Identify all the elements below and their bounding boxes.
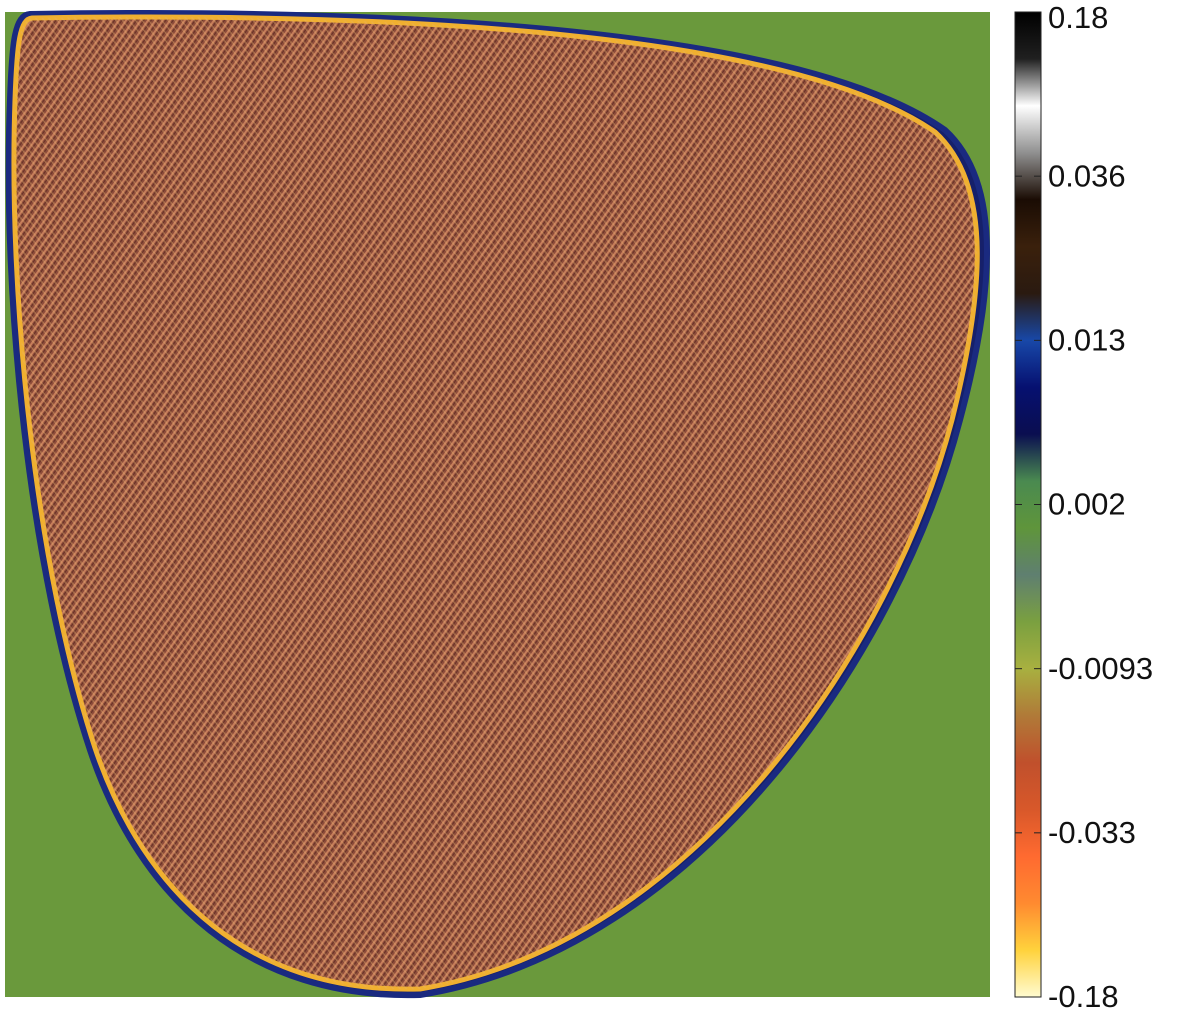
interior-pattern-overlay [13, 17, 978, 990]
colorbar-tick-label: -0.0093 [1048, 651, 1153, 686]
colorbar-tick-label: 0.18 [1048, 0, 1108, 35]
colorbar-ticks: -0.18 -0.033 -0.0093 0.002 0.013 0.036 0.18 [1015, 0, 1153, 1014]
colorbar-tick-label: 0.036 [1048, 158, 1126, 193]
colorbar-tick-label: 0.002 [1048, 487, 1126, 522]
colorbar-tick-label: -0.18 [1048, 979, 1119, 1014]
colorbar-tick-label: 0.013 [1048, 323, 1126, 358]
heatmap-area [5, 10, 990, 999]
colorbar-tick-label: -0.033 [1048, 815, 1136, 850]
